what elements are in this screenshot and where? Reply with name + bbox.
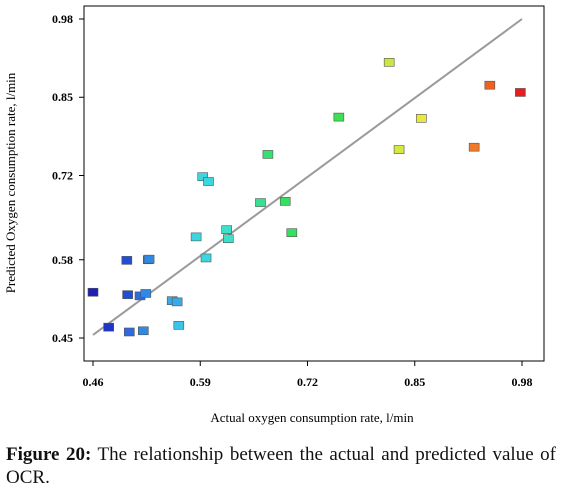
data-point: [203, 177, 214, 186]
data-point: [393, 145, 405, 154]
data-point: [333, 112, 345, 122]
x-tick-label: 0.59: [190, 375, 211, 389]
fit-line-group: [92, 18, 523, 336]
y-tick-label: 0.45: [52, 331, 73, 345]
data-point: [200, 253, 212, 263]
x-tick-label: 0.85: [404, 375, 425, 389]
caption-text: The relationship between the actual and …: [6, 444, 556, 488]
data-point: [221, 225, 232, 234]
data-point: [383, 58, 395, 67]
data-point: [190, 232, 202, 242]
x-axis-title: Actual oxygen consumption rate, l/min: [210, 410, 414, 425]
caption-label: Figure 20:: [6, 444, 92, 465]
data-point: [484, 80, 496, 90]
y-tick-label: 0.98: [52, 12, 73, 26]
y-axis-ticks: 0.45 0.58 0.72 0.85 0.98: [52, 12, 84, 345]
data-point: [515, 88, 526, 97]
points-group: [87, 58, 526, 337]
data-point: [103, 322, 114, 332]
y-tick-label: 0.72: [52, 168, 73, 182]
data-point: [121, 256, 133, 265]
data-point: [138, 326, 149, 336]
data-point: [279, 197, 291, 206]
data-point: [143, 254, 155, 264]
data-point: [416, 114, 427, 123]
data-point: [124, 327, 135, 337]
plot-frame: [83, 5, 545, 362]
data-point: [140, 289, 152, 298]
data-point: [255, 198, 266, 207]
data-point: [468, 142, 480, 152]
data-point: [223, 234, 234, 243]
figure-caption: Figure 20: The relationship between the …: [6, 443, 556, 489]
data-point: [197, 172, 209, 181]
x-tick-label: 0.72: [297, 375, 318, 389]
x-tick-label: 0.98: [512, 375, 533, 389]
y-axis-title: Predicted Oxygen consumption rate, l/min: [3, 72, 18, 293]
x-axis-ticks: 0.46 0.59 0.72 0.85 0.98: [83, 361, 533, 389]
y-tick-label: 0.85: [52, 90, 73, 104]
data-point: [87, 287, 99, 297]
chart: 0.46 0.59 0.72 0.85 0.98 0.45 0.58 0.72 0.85 0.9…: [3, 5, 545, 425]
data-point: [262, 150, 274, 159]
data-point: [171, 297, 183, 307]
fit-line: [92, 18, 523, 336]
data-point: [286, 228, 298, 237]
x-tick-label: 0.46: [83, 375, 104, 389]
y-tick-label: 0.58: [52, 253, 73, 267]
data-point: [173, 321, 185, 330]
data-point: [122, 290, 133, 299]
